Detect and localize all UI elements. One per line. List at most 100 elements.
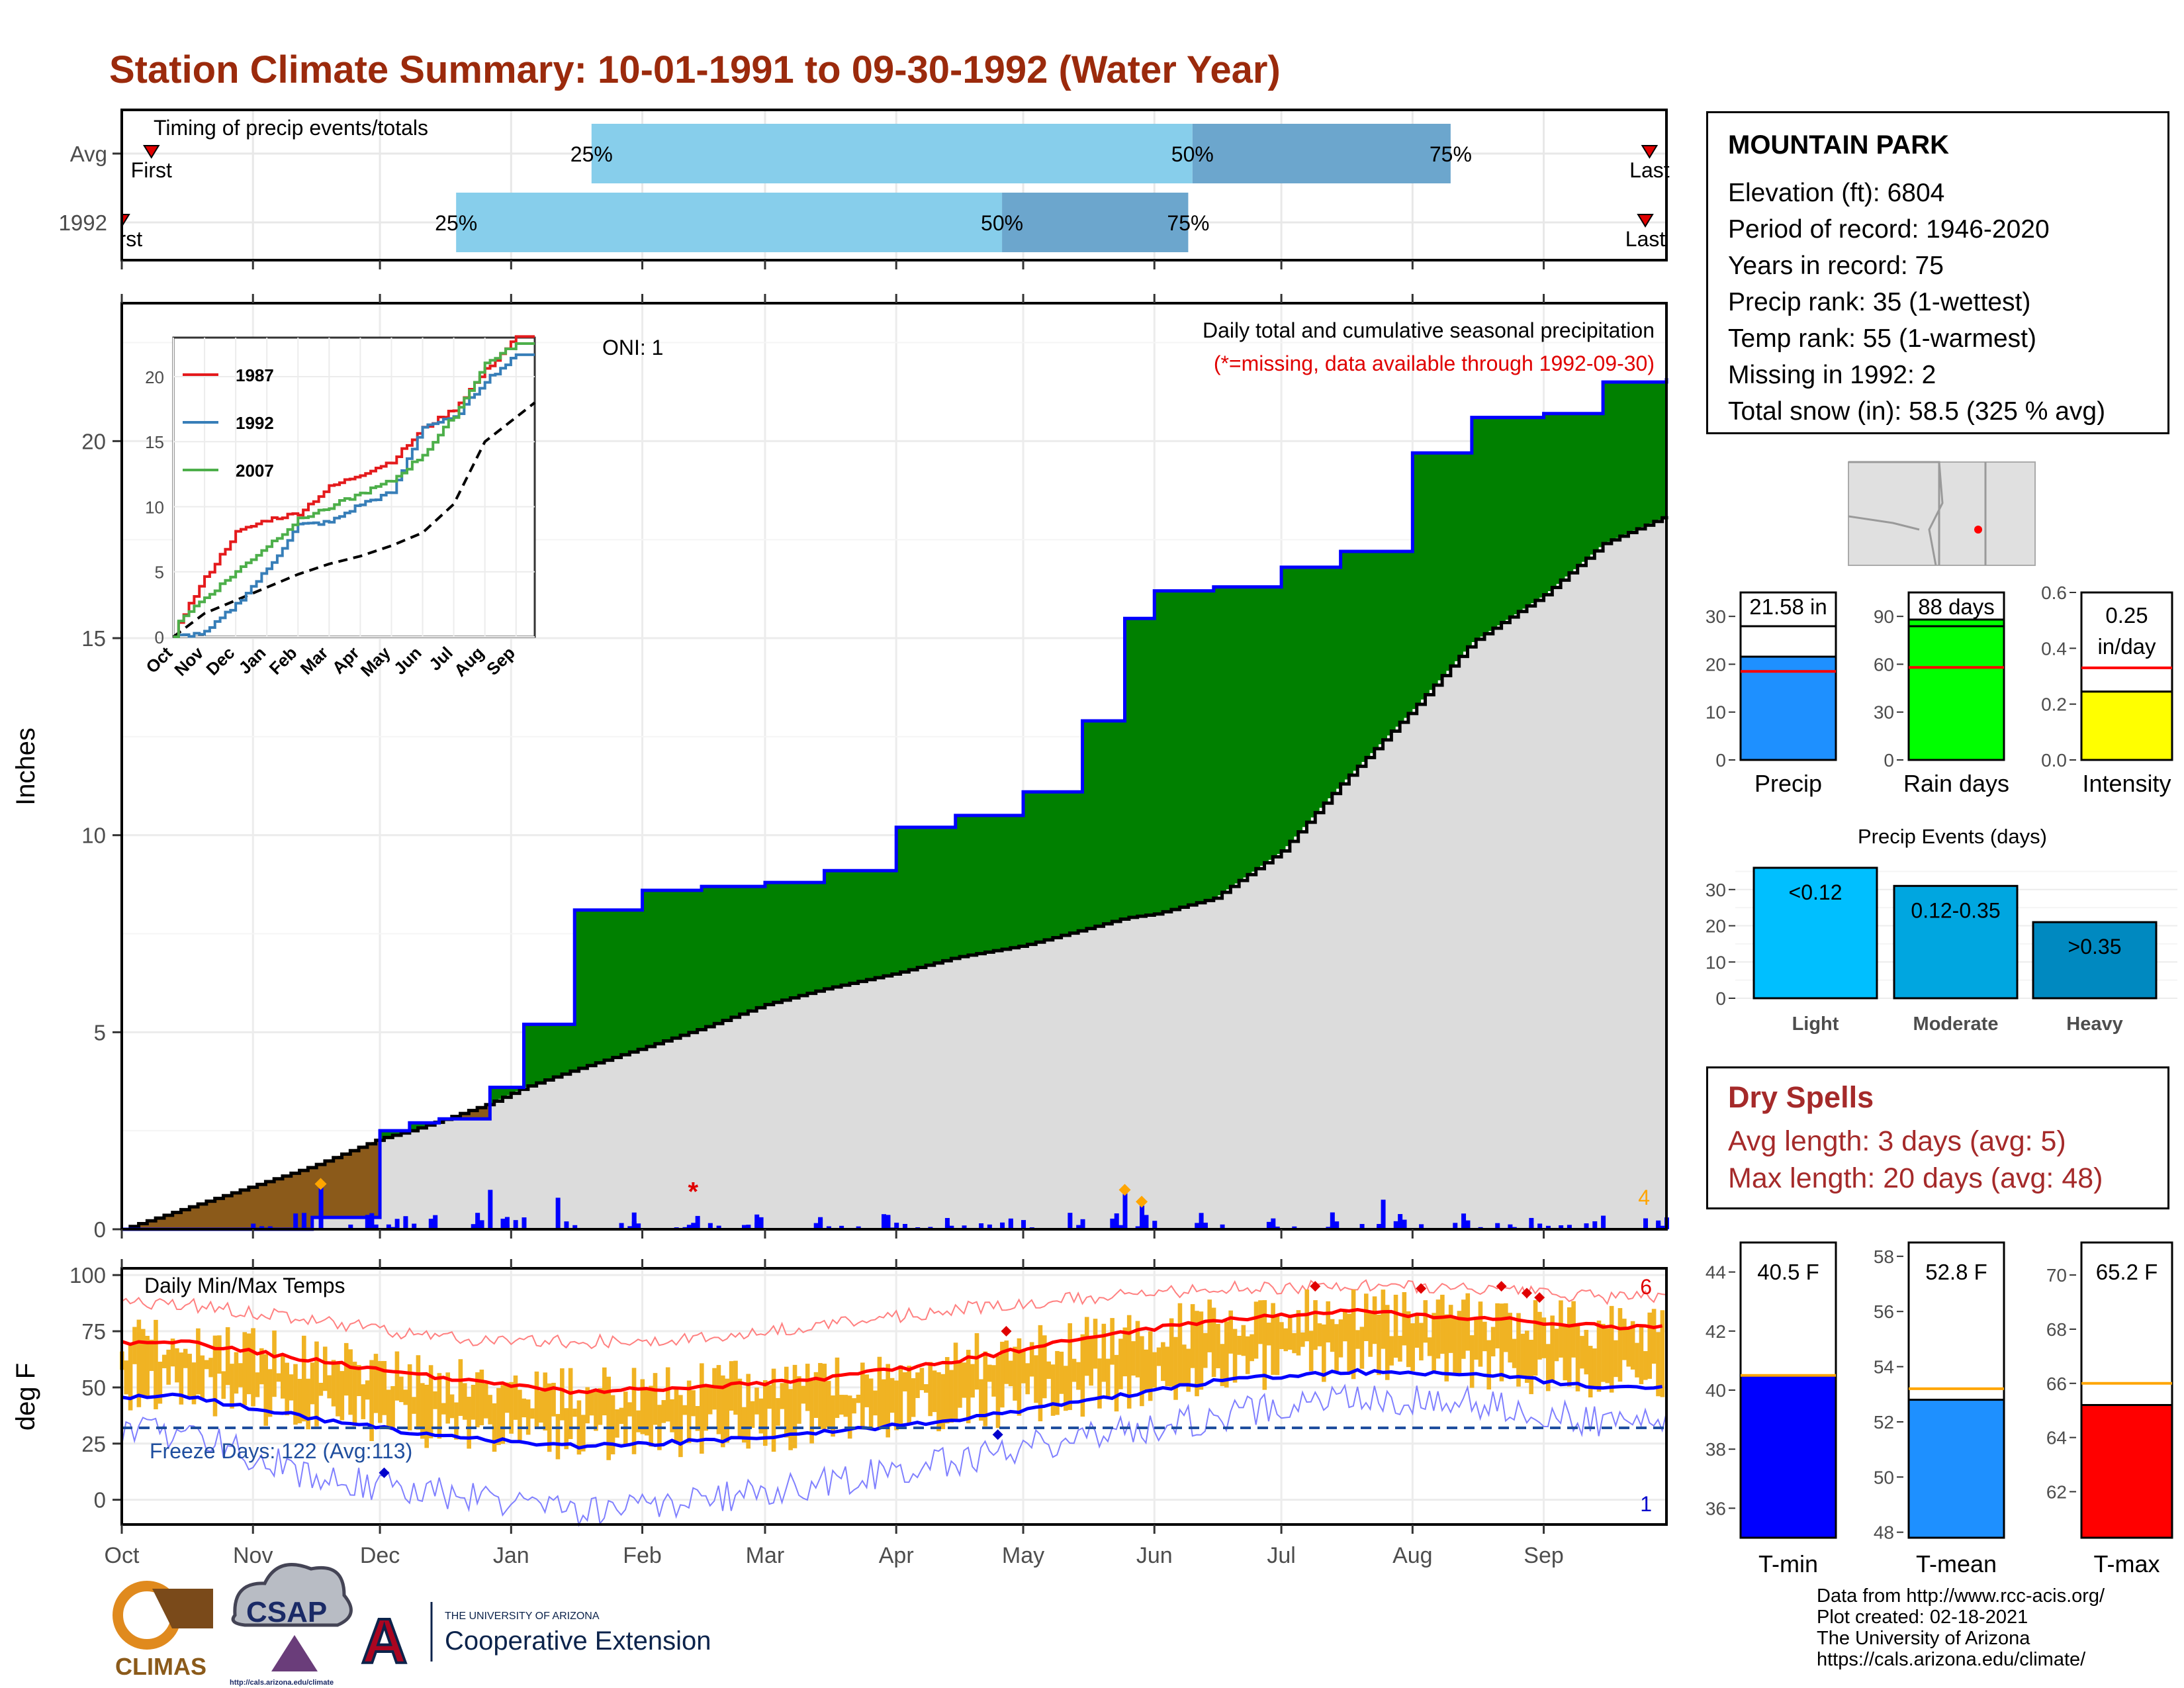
daily-temp-bar [1626, 1329, 1631, 1367]
daily-temp-bar [1055, 1350, 1060, 1415]
precip-event-category: Light [1792, 1013, 1839, 1035]
daily-temp-bar [1004, 1340, 1009, 1384]
daily-temp-bar [674, 1387, 679, 1444]
timing-row-label: 1992 [59, 211, 107, 235]
daily-temp-bar [1059, 1351, 1064, 1394]
daily-temp-bar [361, 1384, 366, 1419]
daily-temp-bar [267, 1369, 273, 1417]
daily-temp-bar [416, 1355, 421, 1430]
daily-temp-bar [1406, 1311, 1411, 1368]
daily-temp-bar [784, 1366, 789, 1438]
last-marker [1641, 145, 1659, 159]
daily-precip-bar [504, 1225, 510, 1229]
daily-temp-bar [221, 1371, 226, 1399]
temp-y-tick-label: 100 [69, 1263, 106, 1288]
daily-precip-bar [944, 1224, 950, 1229]
daily-temp-bar [145, 1336, 150, 1398]
station-precip-rank: Precip rank: 35 (1-wettest) [1728, 288, 2031, 316]
dry-spells-title: Dry Spells [1728, 1080, 1874, 1114]
daily-temp-bar [797, 1376, 801, 1424]
daily-temp-bar [441, 1403, 446, 1415]
daily-temp-bar [1071, 1358, 1077, 1382]
daily-temp-bar [433, 1391, 437, 1409]
daily-temp-bar [1389, 1336, 1394, 1366]
daily-temp-bar [1182, 1344, 1187, 1386]
daily-precip-bar [856, 1226, 861, 1229]
daily-temp-bar [555, 1414, 561, 1460]
daily-temp-bar [1232, 1329, 1238, 1383]
precip-event-bar-label: 0.12-0.35 [1911, 898, 2000, 922]
daily-precip-bar [522, 1217, 527, 1229]
above-average-area [380, 382, 1667, 1139]
daily-temp-bar [1046, 1361, 1051, 1380]
daily-precip-bar [1377, 1223, 1382, 1229]
mini-bar-label: Rain days [1903, 770, 2009, 797]
temp-bar [1907, 1399, 2005, 1539]
station-period: Period of record: 1946-2020 [1728, 215, 2050, 244]
daily-temp-bar [987, 1364, 992, 1382]
daily-temp-bar [336, 1364, 340, 1417]
daily-temp-bar [733, 1360, 738, 1415]
temp-bar-tick-label: 50 [1874, 1467, 1894, 1487]
daily-temp-bar [547, 1383, 552, 1452]
timing-bar-50-75 [1002, 193, 1189, 252]
daily-temp-bar [911, 1378, 916, 1417]
daily-temp-bar [386, 1389, 391, 1430]
daily-precip-bar [1152, 1221, 1158, 1229]
daily-temp-bar [1199, 1311, 1204, 1390]
daily-temp-bar [1186, 1348, 1191, 1392]
station-years: Years in record: 75 [1728, 252, 1944, 280]
daily-temp-bar [1512, 1338, 1517, 1368]
sidebar-charts: 0 10 20 30 21.58 in Precip 0 30 60 90 88 days Rain … [1706, 461, 2177, 1577]
timing-bar-25-50 [591, 124, 1193, 183]
daily-precip-bar [1203, 1223, 1208, 1229]
ua-logo-mark: A [361, 1606, 407, 1677]
timing-bar-25-50 [456, 193, 1003, 252]
daily-temp-bar [843, 1395, 848, 1417]
record-low-count: 1 [1640, 1492, 1652, 1516]
station-temp-rank: Temp rank: 55 (1-warmest) [1728, 324, 2036, 353]
daily-temp-bar [259, 1348, 264, 1385]
mini-bar-tick-label: 0.2 [2041, 694, 2067, 715]
daily-precip-bar [754, 1214, 760, 1229]
last-label: Last [1625, 227, 1666, 251]
daily-temp-bar [306, 1378, 310, 1430]
daily-temp-bar [1567, 1307, 1572, 1387]
timing-label-50: 50% [1171, 142, 1214, 166]
daily-temp-bar [949, 1370, 954, 1423]
daily-temp-bar [1614, 1340, 1618, 1378]
dry-spells-box: Dry Spells Avg length: 3 days (avg: 5) M… [1706, 1066, 2169, 1209]
daily-temp-bar [217, 1335, 222, 1374]
mini-bar-tick-label: 60 [1874, 654, 1894, 675]
daily-precip-bar [504, 1217, 510, 1229]
daily-temp-bar [852, 1398, 856, 1414]
daily-temp-bar [886, 1364, 891, 1438]
daily-temp-bar [847, 1395, 852, 1439]
daily-temp-bar [1635, 1342, 1639, 1378]
inset-average-line [172, 401, 536, 638]
daily-temp-bar [1195, 1311, 1199, 1397]
daily-temp-bar [403, 1389, 408, 1405]
daily-precip-bar [251, 1223, 256, 1229]
daily-temp-bar [1351, 1289, 1356, 1380]
record-max-line [121, 1279, 1667, 1350]
daily-temp-bar [1042, 1335, 1047, 1399]
daily-precip-bar [1660, 1225, 1665, 1229]
temp-bar [1739, 1374, 1837, 1539]
locator-map-borders [1848, 461, 1987, 566]
daily-precip-bar [1080, 1219, 1085, 1229]
timing-label-75: 75% [1430, 142, 1472, 166]
daily-temp-bar [1368, 1312, 1373, 1357]
daily-precip-bar [1140, 1205, 1145, 1229]
daily-temp-bar [1313, 1300, 1318, 1350]
daily-temp-bar [1140, 1336, 1144, 1407]
inset-y-tick-label: 20 [145, 367, 164, 387]
temp-y-tick-label: 0 [94, 1488, 106, 1513]
last-marker [1637, 214, 1654, 228]
daily-temp-bar [445, 1372, 450, 1424]
temp-bar-tick-label: 40 [1706, 1380, 1726, 1401]
month-tick-label: Feb [623, 1543, 662, 1568]
daily-precip-bar [1199, 1213, 1204, 1229]
daily-temp-bar [428, 1365, 433, 1438]
daily-temp-bar [479, 1370, 484, 1426]
